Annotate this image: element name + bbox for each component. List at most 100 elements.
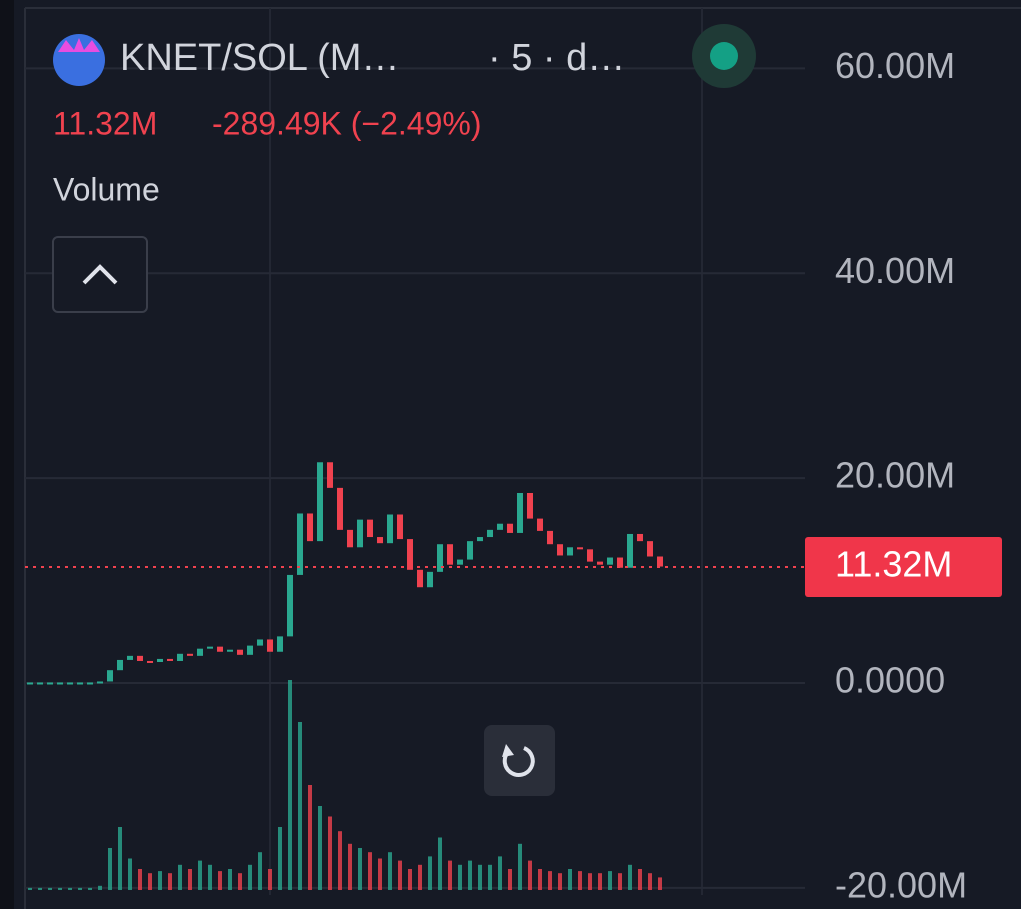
candle (527, 492, 533, 519)
volume-bar (398, 860, 402, 890)
volume-bar (598, 873, 602, 890)
symbol-icon (58, 38, 100, 52)
candle (367, 519, 373, 538)
left-edge (0, 0, 14, 909)
volume-bar (308, 785, 312, 890)
candle (327, 462, 333, 488)
volume-bar (328, 816, 332, 890)
candle (97, 681, 103, 684)
candle (127, 655, 133, 660)
candle (377, 537, 383, 544)
reset-icon (502, 746, 535, 777)
candle (607, 557, 613, 565)
volume-bar (588, 873, 592, 890)
price: 11.32M (53, 105, 157, 141)
volume-bar (468, 860, 472, 890)
volume-bar (638, 869, 642, 890)
volume-bar (528, 860, 532, 890)
last-price-box (805, 537, 1002, 598)
candle (587, 549, 593, 562)
candle (447, 544, 453, 565)
volume-bar (158, 871, 162, 890)
volume-bar (278, 827, 282, 890)
volume-bar (458, 864, 462, 890)
candle (397, 514, 403, 540)
candle (457, 559, 463, 565)
volume-bar (78, 887, 82, 890)
volume-bar (448, 860, 452, 890)
candle (547, 530, 553, 545)
candle (277, 636, 283, 652)
status-dot (710, 42, 738, 70)
volume-bar (658, 877, 662, 890)
candle (117, 659, 123, 671)
volume-bar (208, 864, 212, 890)
candle (77, 682, 83, 685)
volume-bar (288, 680, 292, 890)
candle (487, 529, 493, 538)
volume-bar (178, 864, 182, 890)
candle (477, 537, 483, 542)
volume-bar (538, 869, 542, 890)
candle (207, 646, 213, 649)
candle (297, 513, 303, 575)
volume-bar (318, 806, 322, 890)
volume-bar (608, 871, 612, 890)
candle (57, 682, 63, 685)
change: -289.49K (−2.49%) (212, 105, 482, 141)
candle (87, 682, 93, 685)
volume-bar (238, 873, 242, 890)
volume-bar (388, 852, 392, 890)
volume-bar (38, 887, 42, 890)
volume-bar (558, 873, 562, 890)
y-tick-label: 60.00M (835, 45, 955, 86)
volume-bar (428, 856, 432, 890)
candle (407, 539, 413, 570)
volume-bar (108, 848, 112, 890)
volume-bar (68, 887, 72, 890)
candle (557, 544, 563, 556)
candle (387, 514, 393, 544)
volume-bar (128, 858, 132, 890)
volume-bar (268, 869, 272, 890)
candle (517, 492, 523, 533)
candle (347, 529, 353, 548)
volume-bar (358, 848, 362, 890)
volume-bar (48, 887, 52, 890)
collapse-button[interactable] (52, 236, 148, 313)
candle (227, 649, 233, 652)
reset-icon (502, 744, 514, 757)
candle (197, 648, 203, 656)
candle (507, 523, 513, 533)
y-tick-label: 20.00M (835, 455, 955, 496)
candle (577, 547, 583, 550)
volume-bar (368, 852, 372, 890)
volume-bar (418, 864, 422, 890)
interval: · 5 · d… (488, 37, 625, 79)
volume-bar (228, 869, 232, 890)
reset-button[interactable] (484, 725, 555, 796)
volume-bar (258, 852, 262, 890)
study-label: Volume (53, 171, 160, 207)
last-price-label: 11.32M (835, 544, 952, 585)
volume-bar (648, 873, 652, 890)
candle (237, 649, 243, 655)
candle (597, 561, 603, 565)
volume-bar (168, 873, 172, 890)
candle (167, 658, 173, 661)
candle (187, 653, 193, 656)
volume-bar (348, 843, 352, 890)
volume-bar (148, 873, 152, 890)
candle (157, 658, 163, 662)
candle (537, 518, 543, 531)
candle (617, 557, 623, 568)
candle (217, 646, 223, 652)
volume-bar (408, 869, 412, 890)
candle (107, 670, 113, 682)
volume-bar (568, 869, 572, 890)
volume-bar (508, 869, 512, 890)
candle (437, 544, 443, 572)
candle (467, 541, 473, 560)
symbol: KNET/SOL (M… (120, 37, 399, 79)
